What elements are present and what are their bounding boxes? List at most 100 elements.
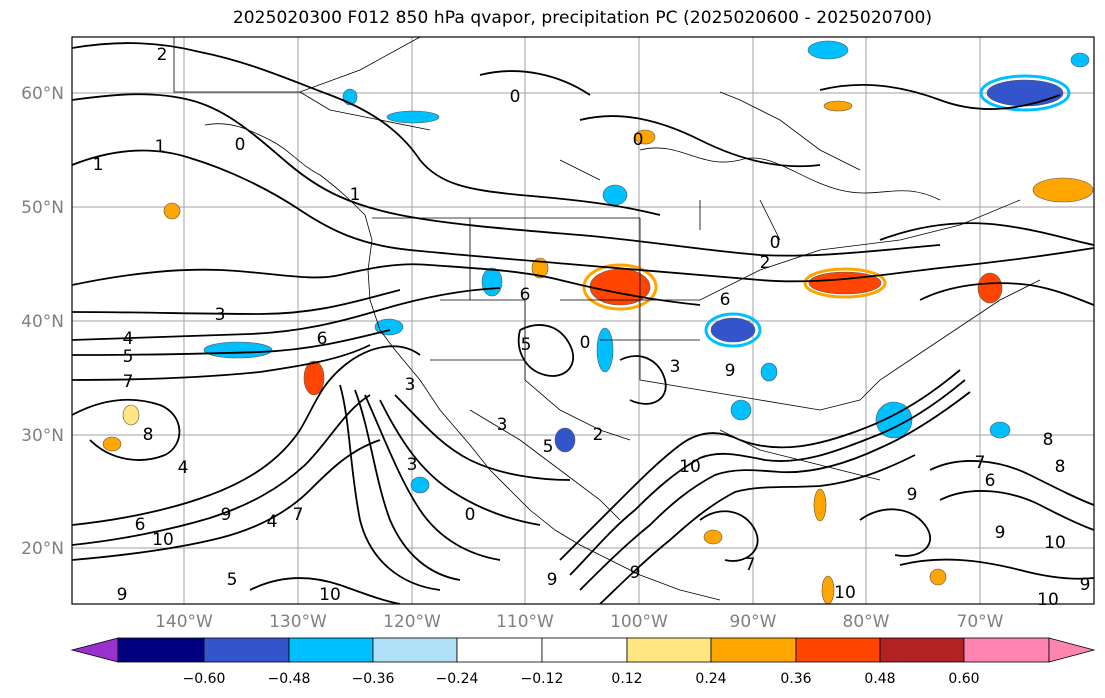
lon-label: 100°W (610, 612, 668, 632)
contour-label: 3 (497, 415, 508, 435)
contour-label: 4 (178, 458, 189, 478)
contour-label: 10 (834, 583, 856, 603)
map-frame (71, 36, 1095, 605)
contour-label: 8 (143, 425, 154, 445)
contour-label: 5 (521, 335, 532, 355)
contour-label: 2 (593, 425, 604, 445)
lat-label: 20°N (21, 539, 64, 559)
colorbar-segment-0 (70, 637, 119, 663)
lon-label: 90°W (730, 612, 777, 632)
colorbar-segment-7 (626, 637, 712, 663)
lon-label: 130°W (269, 612, 327, 632)
contour-label: 6 (520, 285, 531, 305)
contour-label: 4 (123, 329, 134, 349)
contour-label: 2 (760, 253, 771, 273)
anomaly-blob (303, 360, 325, 396)
contour-label: 1 (155, 137, 166, 157)
lon-label: 120°W (383, 612, 441, 632)
anomaly-blob (730, 399, 752, 421)
coastlines-borders (173, 37, 1041, 601)
contour-label: 9 (221, 505, 232, 525)
contour-label: 3 (215, 305, 226, 325)
qvapor-contours (72, 42, 1094, 604)
colorbar-tick: 0.24 (695, 671, 726, 687)
contour-label: 9 (725, 361, 736, 381)
colorbar-segment-10 (879, 637, 965, 663)
anomaly-blob (102, 436, 122, 452)
contour-label: 6 (135, 515, 146, 535)
contour-label: 0 (235, 135, 246, 155)
colorbar-tick: 0.12 (611, 671, 642, 687)
contour-label: 0 (633, 130, 644, 150)
anomaly-blob (821, 575, 835, 604)
colorbar-tick: −0.48 (268, 671, 311, 687)
anomaly-blob (386, 110, 440, 124)
contour-label: 6 (985, 471, 996, 491)
lon-label: 70°W (957, 612, 1004, 632)
contour-label: 9 (907, 485, 918, 505)
contour-label: 9 (1080, 575, 1091, 595)
contour-label: 3 (670, 357, 681, 377)
anomaly-blob (989, 421, 1011, 439)
anomaly-blob (122, 404, 140, 426)
contour-label: 9 (995, 523, 1006, 543)
colorbar-segment-4 (372, 637, 458, 663)
colorbar-tick: −0.12 (521, 671, 564, 687)
colorbar-segment-8 (710, 637, 797, 663)
lon-label: 140°W (155, 612, 213, 632)
anomaly-blob (813, 488, 827, 522)
contour-label: 10 (152, 530, 174, 550)
colorbar-segment-3 (288, 637, 374, 663)
contour-label: 6 (317, 329, 328, 349)
contour-label: 10 (679, 457, 701, 477)
colorbar-tick: −0.24 (436, 671, 479, 687)
anomaly-blob (374, 318, 404, 336)
anomaly-blob (410, 476, 430, 494)
contour-label: 0 (465, 505, 476, 525)
anomaly-blob (823, 100, 853, 112)
colorbar-tick: 0.60 (948, 671, 979, 687)
contour-label: 10 (1044, 533, 1066, 553)
colorbar-segment-1 (117, 637, 205, 663)
anomaly-blob (1070, 52, 1090, 68)
lon-label: 110°W (496, 612, 554, 632)
colorbar-ticks: −0.60 −0.48 −0.36 −0.24 −0.12 0.12 0.24 … (183, 671, 980, 687)
colorbar-tick: −0.36 (352, 671, 395, 687)
contour-label: 0 (770, 233, 781, 253)
colorbar-segment-2 (203, 637, 290, 663)
contour-label: 8 (1055, 457, 1066, 477)
contour-label: 2 (157, 45, 168, 65)
anomaly-blob (163, 202, 181, 220)
contour-label: 1 (350, 185, 361, 205)
contour-label: 9 (547, 570, 558, 590)
contour-label: 6 (720, 290, 731, 310)
colorbar-segment-11 (963, 637, 1050, 663)
contour-label: 9 (117, 585, 128, 605)
contour-label: 7 (745, 555, 756, 575)
contour-label: 8 (1043, 430, 1054, 450)
longitude-labels: 140°W 130°W 120°W 110°W 100°W 90°W 80°W … (155, 612, 1004, 632)
contour-label: 3 (407, 455, 418, 475)
lon-label: 80°W (843, 612, 890, 632)
lat-label: 60°N (21, 84, 64, 104)
colorbar-tick: 0.36 (780, 671, 811, 687)
contour-labels: 2 0 1 1 0 0 0 1 3 4 5 7 6 6 5 5 2 2 0 3 … (93, 45, 1091, 610)
lat-label: 50°N (21, 198, 64, 218)
anomaly-blob (703, 529, 723, 545)
contour-label: 4 (267, 512, 278, 532)
contour-label: 0 (510, 87, 521, 107)
lat-label: 40°N (21, 312, 64, 332)
contour-label: 10 (1037, 590, 1059, 610)
contour-label: 3 (405, 375, 416, 395)
lat-label: 30°N (21, 426, 64, 446)
colorbar-segment-6 (541, 637, 628, 663)
colorbar-segment-5 (456, 637, 543, 663)
anomaly-blob (554, 427, 576, 453)
contour-label: 9 (630, 563, 641, 583)
latitude-labels: 60°N 50°N 40°N 30°N 20°N (21, 84, 64, 559)
map-title: 2025020300 F012 850 hPa qvapor, precipit… (232, 8, 933, 28)
contour-label: 5 (227, 570, 238, 590)
anomaly-blob (929, 568, 947, 586)
